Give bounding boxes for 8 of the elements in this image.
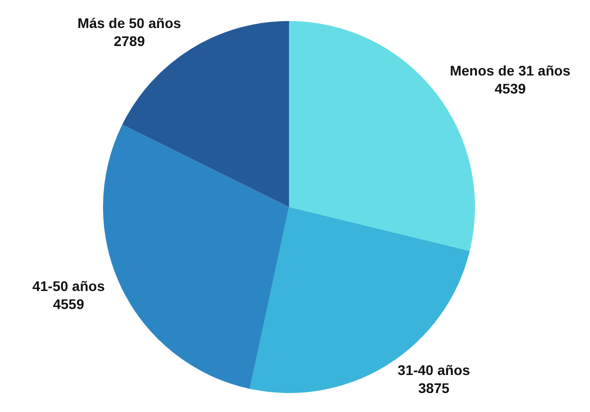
slice-label: Menos de 31 años	[450, 62, 571, 78]
slice-label: 41-50 años	[32, 278, 105, 294]
data-label: 4559	[52, 296, 84, 312]
data-label: 4539	[494, 80, 526, 96]
data-label: 3875	[418, 380, 450, 396]
data-label: 2789	[114, 33, 146, 50]
slice-label: 31-40 años	[398, 362, 470, 378]
slice-label: Más de 50 años	[78, 15, 182, 32]
